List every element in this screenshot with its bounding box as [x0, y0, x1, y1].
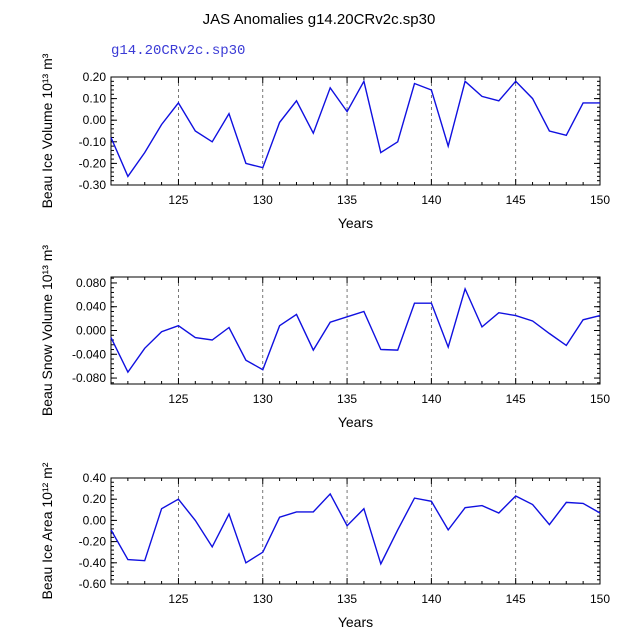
x-axis-title: Years [338, 215, 373, 231]
y-tick-label: 0.40 [83, 471, 107, 485]
y-tick-label: -0.60 [79, 577, 107, 591]
x-tick-label: 145 [506, 592, 526, 606]
series-line-1 [110, 492, 601, 566]
y-tick-label: 0.080 [76, 276, 106, 290]
y-tick-label: -0.040 [72, 347, 106, 361]
y-tick-label: -0.20 [79, 535, 107, 549]
y-tick-label: 0.20 [83, 492, 107, 506]
y-tick-label: 0.000 [76, 324, 106, 338]
plot-frame [110, 477, 601, 585]
x-tick-label: 140 [421, 392, 441, 406]
x-tick-label: 135 [337, 392, 357, 406]
x-axis-title: Years [338, 614, 373, 630]
x-tick-label: 135 [337, 193, 357, 207]
x-tick-label: 125 [168, 592, 188, 606]
x-tick-label: 140 [421, 592, 441, 606]
y-tick-label: 0.20 [83, 70, 107, 84]
x-tick-label: 150 [590, 193, 610, 207]
x-tick-label: 145 [506, 392, 526, 406]
x-tick-label: 130 [253, 592, 273, 606]
y-tick-label: 0.00 [83, 113, 107, 127]
series-line-1 [110, 79, 600, 178]
panel-3: 125 130 135 140 145 150 -0.60 -0.40 -0.20 0.00 0.2… [39, 462, 610, 630]
panel-2: 125 130 135 140 145 150 -0.080 -0.040 0.000 0.040… [39, 245, 610, 430]
y-tick-label: 0.00 [83, 513, 107, 527]
plot-frame [110, 76, 601, 186]
x-tick-label: 140 [421, 193, 441, 207]
y-tick-label: -0.30 [79, 178, 107, 192]
x-tick-label: 150 [590, 592, 610, 606]
x-tick-label: 145 [506, 193, 526, 207]
chart-subtitle: g14.20CRv2c.sp30 [111, 43, 245, 59]
x-tick-label: 150 [590, 392, 610, 406]
y-axis-title: Beau Ice Volume 10¹³ m³ [39, 53, 55, 208]
panel-1: 125 130 135 140 145 150 -0.30 -0.20 -0.10 0.00 0.1… [39, 43, 610, 231]
series-line-1 [110, 286, 601, 374]
y-tick-label: 0.040 [76, 300, 106, 314]
x-tick-label: 125 [168, 392, 188, 406]
y-tick-label: -0.40 [79, 556, 107, 570]
figure-title: JAS Anomalies g14.20CRv2c.sp30 [203, 11, 436, 28]
y-axis-title: Beau Ice Area 10¹² m² [39, 462, 55, 599]
x-tick-label: 130 [253, 392, 273, 406]
y-tick-label: 0.10 [83, 92, 107, 106]
x-axis-title: Years [338, 414, 373, 430]
x-tick-label: 130 [253, 193, 273, 207]
y-tick-label: -0.080 [72, 371, 106, 385]
y-tick-label: -0.20 [79, 156, 107, 170]
y-tick-label: -0.10 [79, 135, 107, 149]
x-tick-label: 125 [168, 193, 188, 207]
y-axis-title: Beau Snow Volume 10¹³ m³ [39, 245, 55, 417]
x-tick-label: 135 [337, 592, 357, 606]
